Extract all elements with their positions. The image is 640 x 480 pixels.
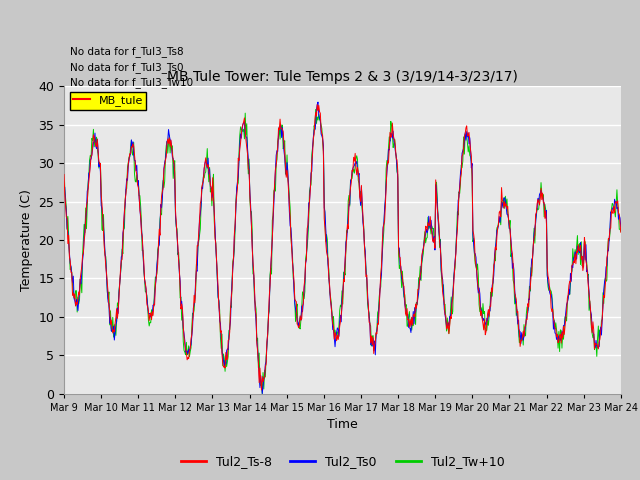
Tul2_Ts-8 <box>617 229 625 235</box>
Tul2_Ts-8 <box>70 295 78 300</box>
Tul2_Ts0 <box>259 391 266 396</box>
Y-axis label: Temperature (C): Temperature (C) <box>20 189 33 291</box>
Tul2_Ts0 <box>412 310 419 315</box>
Tul2_Ts-8 <box>258 387 266 393</box>
Tul2_Tw+10 <box>617 228 625 234</box>
Tul2_Ts-8 <box>127 144 135 150</box>
Tul2_Ts0 <box>184 351 192 357</box>
Tul2_Ts0 <box>60 189 68 194</box>
Tul2_Tw+10 <box>127 137 135 143</box>
Tul2_Ts0 <box>127 137 135 143</box>
Tul2_Ts0 <box>214 276 221 282</box>
Tul2_Ts0 <box>617 224 625 230</box>
Tul2_Ts0 <box>314 99 322 105</box>
Tul2_Ts-8 <box>214 270 221 276</box>
Line: Tul2_Tw+10: Tul2_Tw+10 <box>64 109 621 394</box>
Tul2_Ts-8 <box>428 228 436 234</box>
Line: Tul2_Ts-8: Tul2_Ts-8 <box>64 105 621 390</box>
Tul2_Tw+10 <box>428 223 436 229</box>
Tul2_Tw+10 <box>312 107 319 112</box>
Tul2_Ts-8 <box>60 171 68 177</box>
Text: No data for f_Tul3_Ts8: No data for f_Tul3_Ts8 <box>70 47 183 58</box>
Legend: Tul2_Ts-8, Tul2_Ts0, Tul2_Tw+10: Tul2_Ts-8, Tul2_Ts0, Tul2_Tw+10 <box>175 450 509 473</box>
Tul2_Ts-8 <box>184 355 192 360</box>
Tul2_Tw+10 <box>184 350 192 356</box>
Tul2_Ts-8 <box>314 102 321 108</box>
Tul2_Tw+10 <box>60 163 68 168</box>
Line: Tul2_Ts0: Tul2_Ts0 <box>64 102 621 394</box>
Title: MB Tule Tower: Tule Temps 2 & 3 (3/19/14-3/23/17): MB Tule Tower: Tule Temps 2 & 3 (3/19/14… <box>167 70 518 84</box>
Tul2_Tw+10 <box>412 322 419 327</box>
Text: No data for f_Tul3_Tw10: No data for f_Tul3_Tw10 <box>70 77 193 88</box>
Tul2_Ts0 <box>70 296 78 301</box>
Tul2_Tw+10 <box>259 391 266 396</box>
Tul2_Tw+10 <box>70 295 78 300</box>
X-axis label: Time: Time <box>327 418 358 431</box>
Tul2_Tw+10 <box>214 277 221 283</box>
Text: No data for f_Tul3_Ts0: No data for f_Tul3_Ts0 <box>70 62 183 73</box>
Tul2_Ts-8 <box>412 301 419 307</box>
Tul2_Ts0 <box>428 227 436 232</box>
